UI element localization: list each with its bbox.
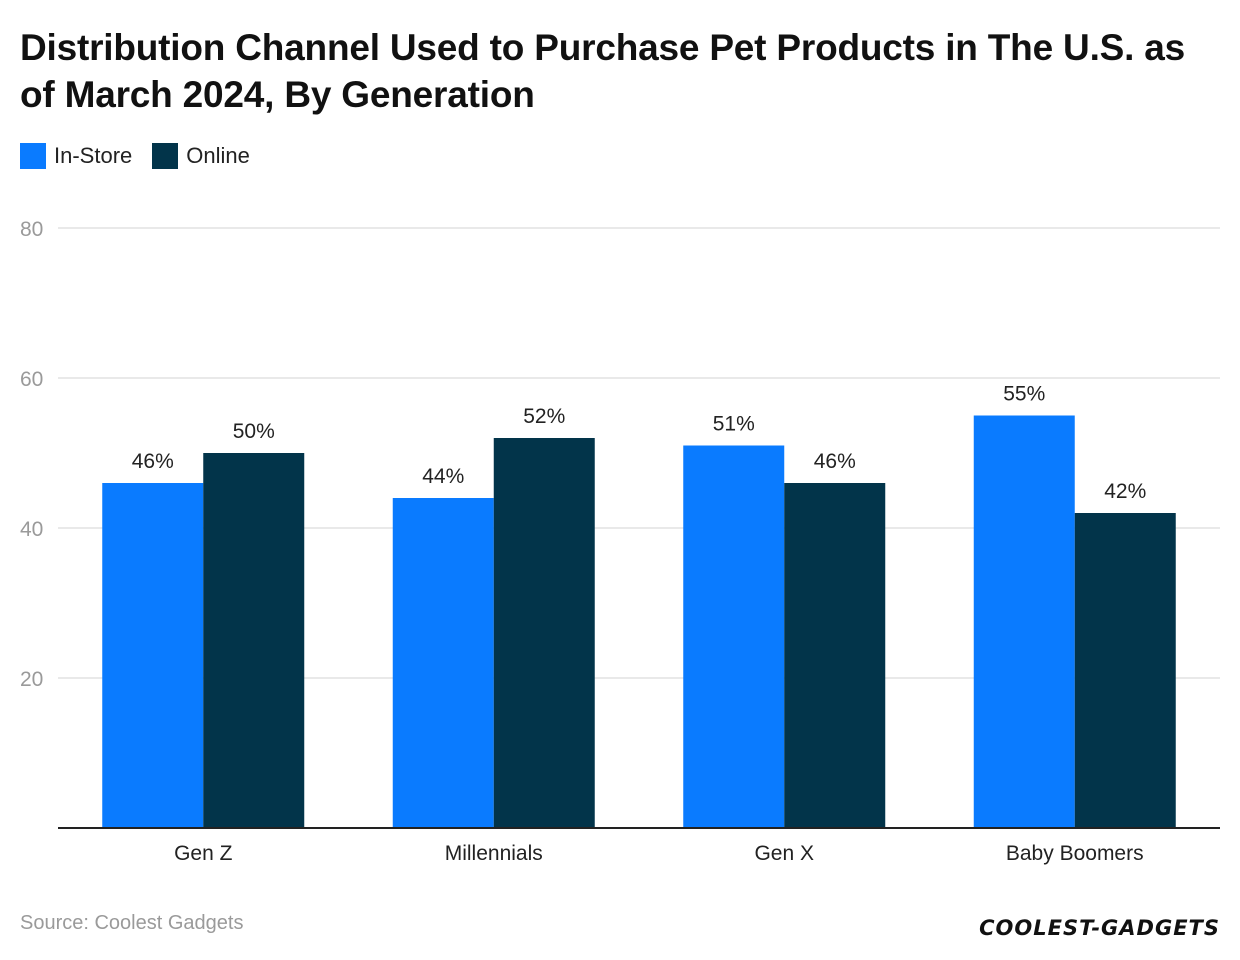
x-tick-label: Millennials <box>445 842 543 865</box>
y-tick-label: 20 <box>20 668 43 691</box>
chart-title: Distribution Channel Used to Purchase Pe… <box>20 27 1186 115</box>
bar <box>102 483 204 828</box>
x-tick-label: Baby Boomers <box>1006 842 1144 865</box>
bar <box>973 415 1075 828</box>
x-tick-label: Gen Z <box>174 842 233 865</box>
source-note: Source: Coolest Gadgets <box>20 912 244 934</box>
bar <box>683 445 785 828</box>
legend-label-online: Online <box>186 143 250 168</box>
bar <box>493 438 595 828</box>
brand-logo: COOLEST-GADGETS <box>979 916 1220 940</box>
y-tick-label: 40 <box>20 518 43 541</box>
data-label: 46% <box>132 450 174 473</box>
bar <box>392 498 494 828</box>
y-tick-label: 60 <box>20 368 43 391</box>
bar <box>1074 513 1176 828</box>
bar <box>784 483 886 828</box>
y-tick-label: 80 <box>20 218 43 241</box>
legend-label-in-store: In-Store <box>54 143 133 168</box>
legend-swatch-in-store <box>20 143 46 169</box>
data-label: 52% <box>523 405 565 428</box>
data-label: 55% <box>1003 383 1045 406</box>
data-label: 50% <box>233 420 275 443</box>
bar <box>203 453 305 828</box>
legend-item-in-store: In-Store <box>20 143 132 169</box>
data-label: 51% <box>713 413 755 436</box>
legend: In-Store Online <box>20 143 250 169</box>
legend-item-online: Online <box>152 143 250 169</box>
x-tick-label: Gen X <box>754 842 814 865</box>
data-label: 46% <box>814 450 856 473</box>
data-label: 42% <box>1104 480 1146 503</box>
data-label: 44% <box>422 465 464 488</box>
legend-swatch-online <box>152 143 179 169</box>
